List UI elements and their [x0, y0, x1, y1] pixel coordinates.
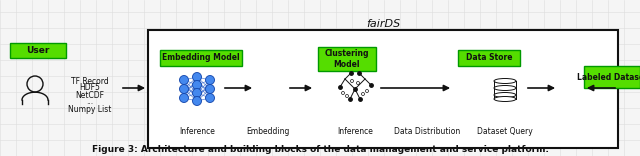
Circle shape — [205, 93, 214, 102]
Text: HDF5: HDF5 — [79, 83, 100, 93]
Text: Clustering
Model: Clustering Model — [324, 49, 369, 69]
Ellipse shape — [494, 78, 516, 83]
FancyBboxPatch shape — [584, 66, 640, 88]
Circle shape — [193, 73, 202, 81]
Circle shape — [205, 76, 214, 85]
FancyBboxPatch shape — [318, 47, 376, 71]
FancyBboxPatch shape — [494, 75, 516, 83]
Text: NetCDF: NetCDF — [76, 90, 104, 100]
Ellipse shape — [494, 97, 516, 102]
Circle shape — [179, 85, 189, 93]
FancyBboxPatch shape — [458, 50, 520, 66]
Text: TF Record: TF Record — [71, 76, 109, 85]
FancyBboxPatch shape — [148, 30, 618, 148]
Circle shape — [179, 76, 189, 85]
Ellipse shape — [494, 93, 516, 98]
Text: Numpy List: Numpy List — [68, 105, 112, 115]
FancyBboxPatch shape — [10, 43, 66, 58]
Text: Inference: Inference — [179, 127, 215, 136]
Circle shape — [205, 85, 214, 93]
Text: Figure 3: Architecture and building blocks of the data management and service pl: Figure 3: Architecture and building bloc… — [92, 145, 548, 154]
Text: Data Store: Data Store — [466, 54, 512, 63]
Circle shape — [179, 93, 189, 102]
Text: Embedding: Embedding — [246, 127, 290, 136]
Text: Data Distribution: Data Distribution — [394, 127, 460, 136]
Ellipse shape — [494, 85, 516, 90]
FancyBboxPatch shape — [160, 50, 242, 66]
Text: Inference: Inference — [337, 127, 373, 136]
Text: Embedding Model: Embedding Model — [162, 54, 240, 63]
Circle shape — [193, 88, 202, 98]
Text: Labeled Dataset: Labeled Dataset — [577, 73, 640, 81]
FancyBboxPatch shape — [494, 88, 516, 98]
FancyBboxPatch shape — [494, 81, 516, 90]
Text: User: User — [26, 46, 50, 55]
Circle shape — [193, 97, 202, 105]
Text: ...: ... — [86, 98, 93, 107]
Text: fairDS: fairDS — [366, 19, 400, 29]
Text: Dataset Query: Dataset Query — [477, 127, 533, 136]
Circle shape — [193, 80, 202, 90]
